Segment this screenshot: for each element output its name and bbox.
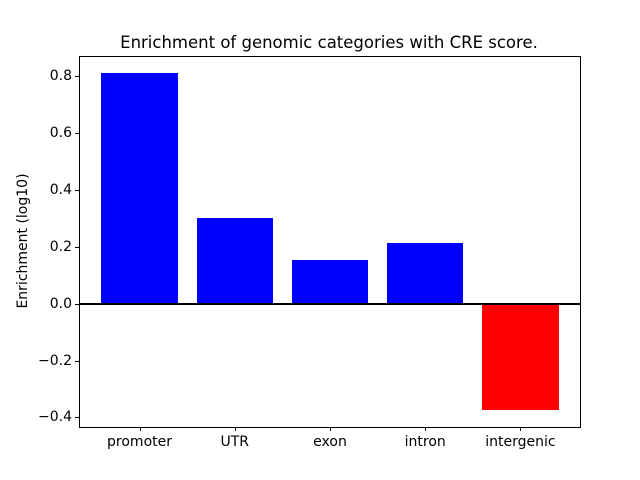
y-axis-label: Enrichment (log10): [15, 173, 31, 309]
y-tick: [75, 246, 79, 248]
bar-UTR: [196, 218, 273, 304]
x-tick: [520, 427, 522, 431]
x-tick: [234, 427, 236, 431]
y-tick-label: 0.2: [49, 238, 72, 255]
x-tick: [425, 427, 427, 431]
x-tick-label-promoter: promoter: [107, 434, 172, 450]
x-tick: [139, 427, 141, 431]
x-tick-label-intron: intron: [404, 434, 446, 450]
y-tick: [75, 133, 79, 135]
bar-intergenic: [482, 303, 559, 411]
x-tick: [330, 427, 331, 431]
y-tick-label: −0.4: [38, 409, 72, 426]
y-tick-label: −0.2: [38, 352, 72, 369]
y-tick-label: 0.0: [49, 295, 72, 312]
chart-title: Enrichment of genomic categories with CR…: [120, 33, 538, 52]
x-tick-label-UTR: UTR: [220, 434, 250, 450]
y-tick: [75, 76, 79, 78]
y-tick: [75, 360, 79, 362]
bar-exon: [291, 259, 369, 304]
y-tick-label: 0.4: [49, 181, 72, 198]
y-tick: [75, 417, 79, 419]
y-tick-label: 0.6: [49, 125, 72, 142]
bar-promoter: [101, 73, 178, 304]
plot-area: −0.4 −0.2 0.0 0.2 0.4 0.6 0.8 promoter UTR exon in…: [38, 56, 581, 450]
x-tick-label-exon: exon: [313, 434, 347, 450]
y-tick: [75, 189, 79, 191]
y-tick: [75, 303, 79, 305]
zero-baseline: [80, 302, 580, 305]
y-tick-label: 0.8: [49, 68, 72, 85]
x-tick-label-intergenic: intergenic: [485, 434, 556, 450]
bar-intron: [387, 242, 464, 304]
